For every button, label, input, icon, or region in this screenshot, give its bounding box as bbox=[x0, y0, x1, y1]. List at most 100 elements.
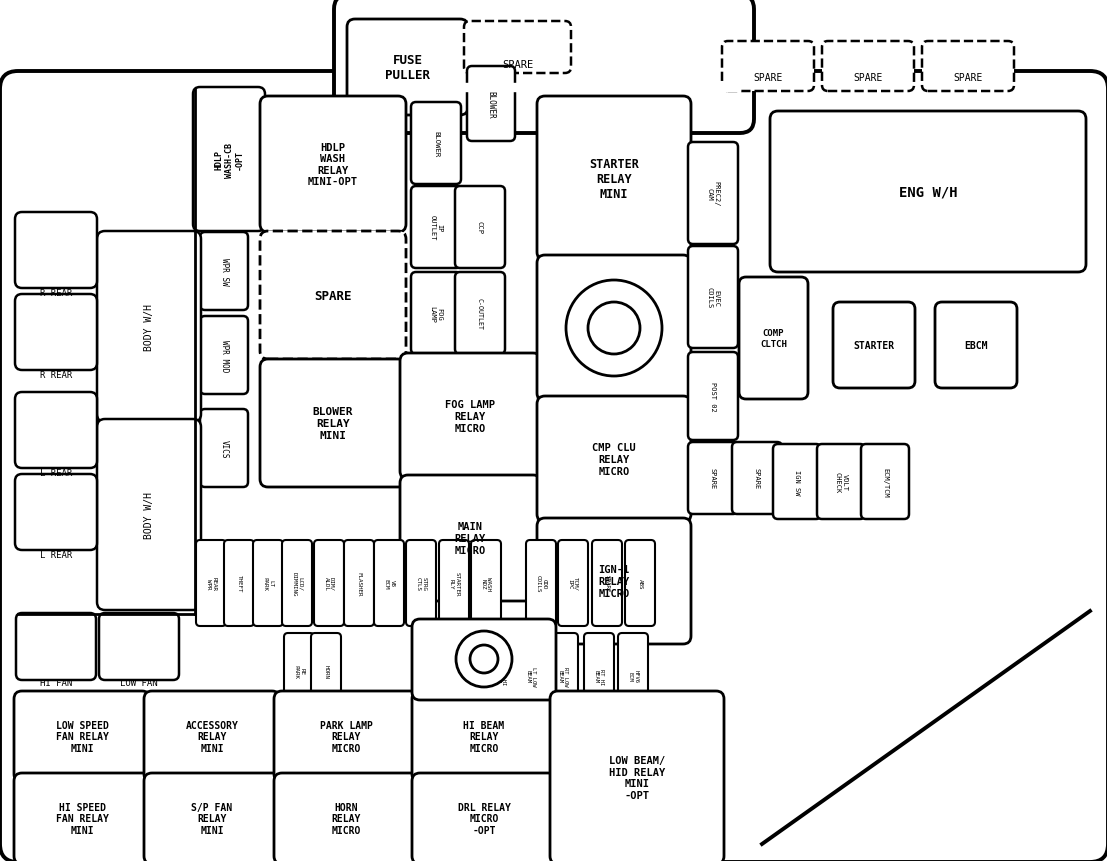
FancyBboxPatch shape bbox=[412, 691, 556, 782]
Text: DRL RELAY
MICRO
-OPT: DRL RELAY MICRO -OPT bbox=[457, 802, 510, 835]
FancyBboxPatch shape bbox=[548, 633, 578, 719]
FancyBboxPatch shape bbox=[200, 317, 248, 394]
FancyBboxPatch shape bbox=[687, 143, 738, 245]
Text: S/P FAN
RELAY
MINI: S/P FAN RELAY MINI bbox=[192, 802, 232, 835]
FancyBboxPatch shape bbox=[15, 613, 96, 680]
Text: SPARE: SPARE bbox=[754, 468, 761, 489]
FancyBboxPatch shape bbox=[861, 444, 909, 519]
Text: COMP
CLTCH: COMP CLTCH bbox=[761, 329, 787, 349]
Text: FUSE
PULLER: FUSE PULLER bbox=[385, 54, 430, 82]
Text: RT LOW
BEAM: RT LOW BEAM bbox=[558, 666, 568, 686]
Text: VICS: VICS bbox=[219, 439, 228, 458]
Text: LOW BEAM/
HID RELAY
MINI
-OPT: LOW BEAM/ HID RELAY MINI -OPT bbox=[609, 755, 665, 800]
Bar bbox=[360, 85, 730, 105]
FancyBboxPatch shape bbox=[374, 541, 404, 626]
FancyBboxPatch shape bbox=[260, 97, 406, 232]
FancyBboxPatch shape bbox=[558, 541, 588, 626]
Text: RE
PARK: RE PARK bbox=[293, 664, 304, 678]
Text: WPR MOD: WPR MOD bbox=[219, 339, 228, 372]
FancyBboxPatch shape bbox=[470, 541, 501, 626]
Text: BLOWER: BLOWER bbox=[433, 131, 439, 157]
Text: HI FAN: HI FAN bbox=[40, 678, 72, 688]
Text: PARK LAMP
RELAY
MICRO: PARK LAMP RELAY MICRO bbox=[320, 720, 372, 753]
FancyBboxPatch shape bbox=[411, 187, 461, 269]
Text: R REAR: R REAR bbox=[40, 288, 72, 297]
FancyBboxPatch shape bbox=[400, 475, 541, 601]
Text: LCD/
DIMMING: LCD/ DIMMING bbox=[291, 571, 302, 596]
FancyBboxPatch shape bbox=[618, 633, 648, 719]
Text: STARTER
RLY: STARTER RLY bbox=[448, 571, 459, 596]
FancyBboxPatch shape bbox=[15, 393, 97, 468]
Text: ACCESSORY
RELAY
MINI: ACCESSORY RELAY MINI bbox=[186, 720, 238, 753]
Text: STARTER: STARTER bbox=[853, 341, 894, 350]
Text: REAR
WPR: REAR WPR bbox=[206, 576, 216, 591]
FancyBboxPatch shape bbox=[537, 97, 691, 261]
FancyBboxPatch shape bbox=[275, 691, 418, 782]
Text: EVEC
COILS: EVEC COILS bbox=[706, 287, 720, 308]
Text: HFV6
ECM: HFV6 ECM bbox=[628, 670, 639, 683]
FancyBboxPatch shape bbox=[14, 773, 151, 861]
FancyBboxPatch shape bbox=[592, 541, 622, 626]
FancyBboxPatch shape bbox=[254, 541, 283, 626]
Text: LT LOW
BEAM: LT LOW BEAM bbox=[526, 666, 537, 686]
FancyBboxPatch shape bbox=[15, 474, 97, 550]
Text: LOW SPEED
FAN RELAY
MINI: LOW SPEED FAN RELAY MINI bbox=[55, 720, 108, 753]
Text: SPARE: SPARE bbox=[953, 73, 983, 83]
FancyBboxPatch shape bbox=[823, 42, 914, 92]
FancyBboxPatch shape bbox=[97, 232, 201, 423]
FancyBboxPatch shape bbox=[467, 67, 515, 142]
Text: HORN
RELAY
MICRO: HORN RELAY MICRO bbox=[331, 802, 361, 835]
FancyBboxPatch shape bbox=[537, 256, 691, 401]
Text: ODD
COILS: ODD COILS bbox=[536, 574, 547, 592]
Circle shape bbox=[456, 631, 513, 687]
FancyBboxPatch shape bbox=[344, 541, 374, 626]
Text: BODY W/H: BODY W/H bbox=[144, 304, 154, 350]
FancyBboxPatch shape bbox=[400, 354, 541, 480]
Text: HI SPEED
FAN RELAY
MINI: HI SPEED FAN RELAY MINI bbox=[55, 802, 108, 835]
FancyBboxPatch shape bbox=[97, 419, 201, 610]
FancyBboxPatch shape bbox=[282, 541, 312, 626]
Text: R REAR: R REAR bbox=[40, 370, 72, 379]
Text: IGN SW: IGN SW bbox=[794, 469, 800, 495]
Circle shape bbox=[470, 645, 498, 673]
Text: SPARE: SPARE bbox=[604, 574, 610, 592]
FancyBboxPatch shape bbox=[260, 232, 406, 360]
Text: L REAR: L REAR bbox=[40, 468, 72, 477]
FancyBboxPatch shape bbox=[411, 102, 461, 185]
FancyBboxPatch shape bbox=[99, 613, 179, 680]
FancyBboxPatch shape bbox=[526, 541, 556, 626]
Text: BLOWER
RELAY
MINI: BLOWER RELAY MINI bbox=[313, 407, 353, 440]
FancyBboxPatch shape bbox=[732, 443, 782, 514]
Text: FOG LAMP
RELAY
MICRO: FOG LAMP RELAY MICRO bbox=[445, 400, 496, 433]
FancyBboxPatch shape bbox=[770, 112, 1086, 273]
FancyBboxPatch shape bbox=[687, 247, 738, 349]
Bar bbox=[360, 80, 730, 110]
FancyBboxPatch shape bbox=[0, 72, 1107, 861]
FancyBboxPatch shape bbox=[817, 444, 865, 519]
Text: EBCM: EBCM bbox=[964, 341, 987, 350]
Bar bbox=[365, 84, 739, 92]
FancyBboxPatch shape bbox=[773, 444, 821, 519]
FancyBboxPatch shape bbox=[550, 691, 724, 861]
FancyBboxPatch shape bbox=[625, 541, 655, 626]
FancyBboxPatch shape bbox=[200, 232, 248, 311]
FancyBboxPatch shape bbox=[455, 187, 505, 269]
FancyBboxPatch shape bbox=[516, 633, 546, 719]
FancyBboxPatch shape bbox=[284, 633, 314, 709]
FancyBboxPatch shape bbox=[196, 541, 226, 626]
Text: CMP CLU
RELAY
MICRO: CMP CLU RELAY MICRO bbox=[592, 443, 635, 476]
Circle shape bbox=[566, 281, 662, 376]
Text: DIM/
ALDL: DIM/ ALDL bbox=[323, 576, 334, 591]
FancyBboxPatch shape bbox=[464, 22, 571, 74]
Text: SPARE: SPARE bbox=[853, 73, 882, 83]
Text: BODY W/H: BODY W/H bbox=[144, 492, 154, 538]
Text: LT HI
BEAM: LT HI BEAM bbox=[496, 668, 506, 684]
Text: SPARE: SPARE bbox=[501, 60, 534, 70]
Text: SPARE: SPARE bbox=[314, 289, 352, 302]
FancyBboxPatch shape bbox=[144, 691, 280, 782]
Text: L REAR: L REAR bbox=[40, 550, 72, 559]
Text: FOG
LAMP: FOG LAMP bbox=[430, 305, 443, 322]
Text: TCM/
IPC: TCM/ IPC bbox=[568, 576, 578, 591]
FancyBboxPatch shape bbox=[412, 773, 556, 861]
FancyBboxPatch shape bbox=[144, 773, 280, 861]
